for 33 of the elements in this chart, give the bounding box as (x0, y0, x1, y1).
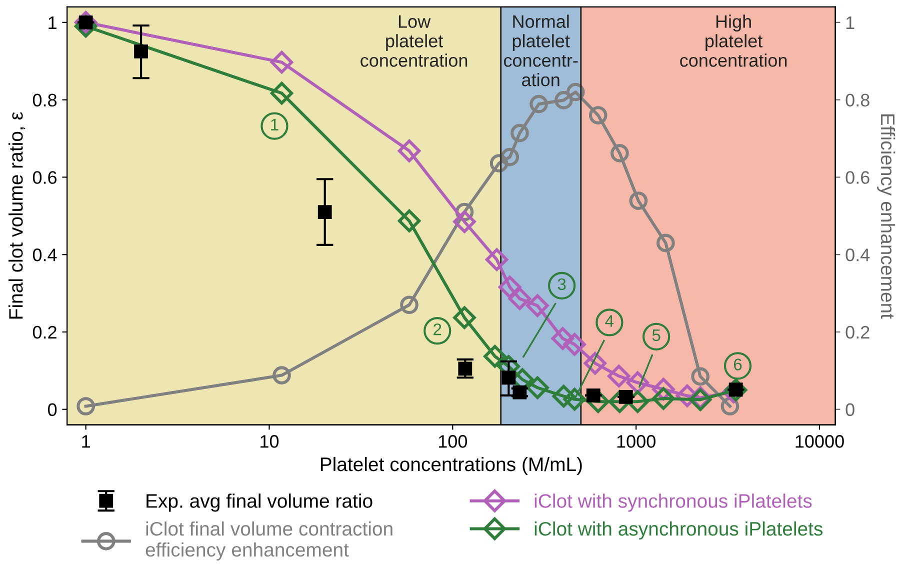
y-tick-label: 0.2 (32, 326, 56, 339)
y2-tick-label: 0 (846, 403, 854, 416)
y-tick-label: 0.6 (32, 171, 57, 184)
legend-label: Exp. avg final volume ratio (146, 494, 372, 512)
y2-tick-label: 0.4 (846, 248, 870, 262)
band-label: Low platelet concentration (360, 15, 468, 67)
y2-tick-label: 0.2 (846, 326, 870, 339)
y-tick-label: 0.8 (32, 94, 57, 107)
y-tick-label: 0.4 (32, 248, 57, 262)
y-axis-title: Final clot volume ratio, ε (8, 112, 26, 319)
band-label: Normal platelet concentr- ation (504, 14, 578, 86)
x-tick-label: 100 (438, 435, 468, 448)
annotation: 1 (271, 118, 278, 130)
x-tick-label: 10000 (796, 435, 844, 448)
annotation: 3 (558, 278, 566, 290)
legend-label: iClot with asynchronous iPlatelets (534, 521, 823, 540)
y-tick-label: 1 (48, 16, 56, 29)
y2-tick-label: 1 (846, 16, 854, 29)
x-tick-label: 1000 (617, 435, 656, 448)
annotation: 4 (605, 315, 614, 327)
annotation: 6 (734, 358, 742, 370)
x-axis-title: Platelet concentrations (M/mL) (320, 456, 582, 476)
y2-axis-title: Efficiency enhancement (877, 114, 896, 319)
y-tick-label: 0 (48, 403, 57, 416)
y2-tick-label: 0.8 (846, 94, 870, 107)
band-label: High platelet concentration (680, 14, 787, 67)
x-tick-label: 10 (260, 435, 279, 448)
legend-label: iClot final volume contraction efficiency enhancement (146, 521, 392, 560)
annotation: 2 (434, 323, 442, 336)
x-tick-label: 1 (82, 435, 90, 448)
legend-label: iClot with synchronous iPlatelets (534, 494, 812, 512)
y2-tick-label: 0.6 (846, 171, 870, 184)
annotation: 5 (652, 330, 660, 342)
